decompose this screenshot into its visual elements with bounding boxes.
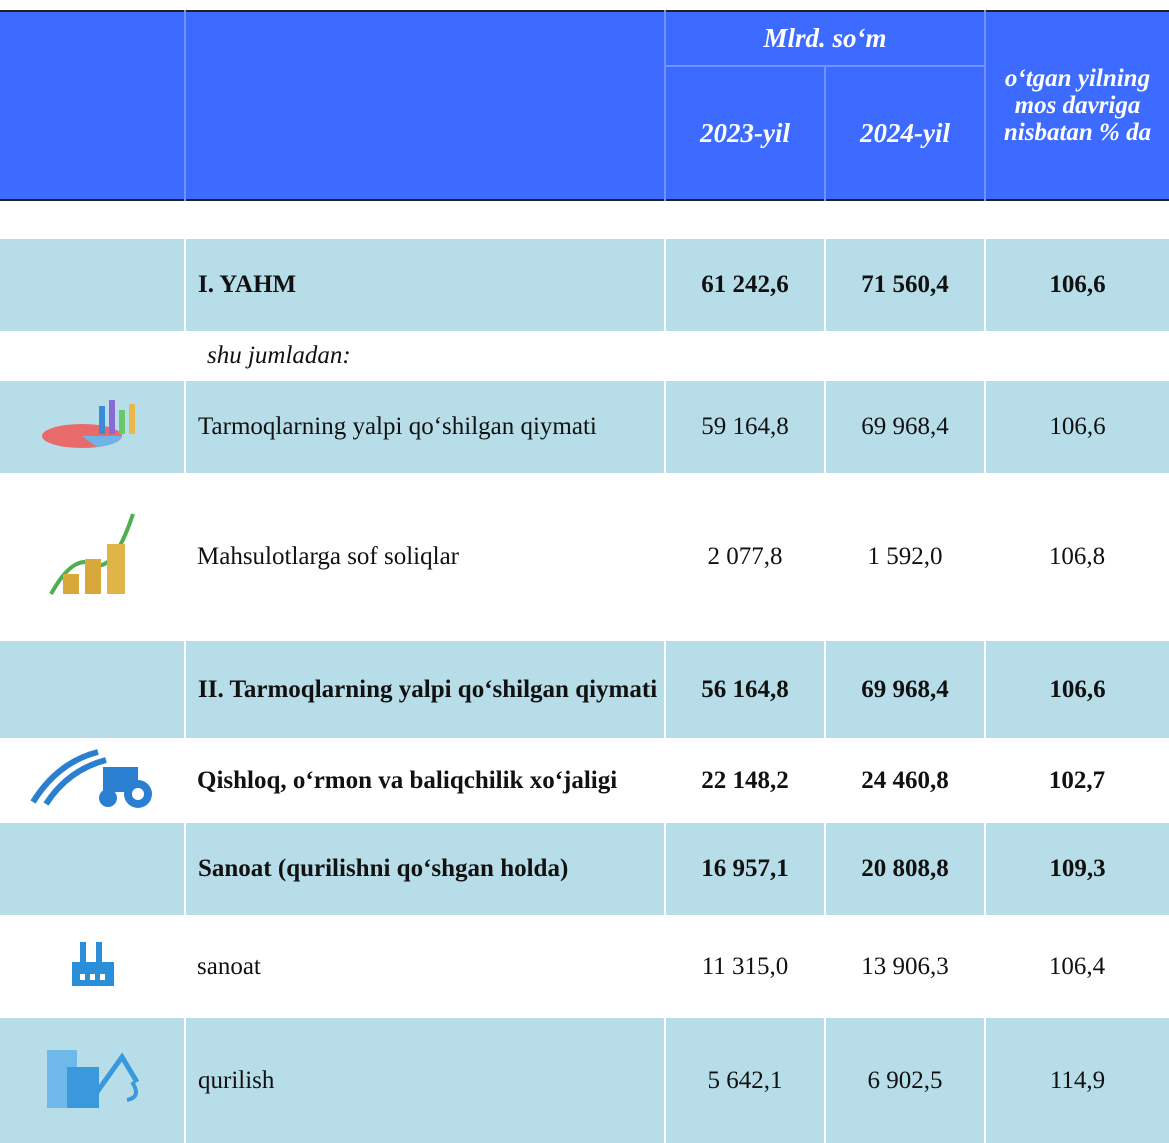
cell: 71 560,4 <box>824 239 985 331</box>
construction-icon <box>47 1050 140 1108</box>
row-label: Mahsulotlarga sof soliqlar <box>185 473 665 641</box>
cell: 56 164,8 <box>664 641 825 738</box>
label-text: Qishloq, o‘rmon va baliqchilik xo‘jaligi <box>197 766 618 794</box>
header-blank <box>184 11 665 200</box>
cell: 2 077,8 <box>707 543 783 570</box>
row-label: Tarmoqlarning yalpi qo‘shilgan qiymati <box>184 381 665 473</box>
icon-cell <box>0 738 185 823</box>
row-label: I. YAHM <box>184 239 665 331</box>
icon-cell <box>0 823 185 915</box>
row: II. Tarmoqlarning yalpi qo‘shilgan qiyma… <box>0 641 1169 738</box>
header-blank <box>0 11 185 200</box>
icon-cell <box>0 381 185 473</box>
chart-icon <box>42 399 135 448</box>
row-label: Sanoat (qurilishni qo‘shgan holda) <box>184 823 665 915</box>
cell: 69 968,4 <box>824 381 985 473</box>
label-text: II. Tarmoqlarning yalpi qo‘shilgan qiyma… <box>198 675 658 703</box>
header-percent: o‘tgan yilning mos davriga nisbatan % da <box>984 11 1169 200</box>
cell: 11 315,0 <box>701 952 789 980</box>
cell: 61 242,6 <box>664 239 825 331</box>
header-year: 2023-yil <box>664 66 825 200</box>
row-label: qurilish <box>184 1018 665 1143</box>
cell: 106,6 <box>984 381 1169 473</box>
cell: 16 957,1 <box>664 823 825 915</box>
label-text: sanoat <box>197 952 261 980</box>
coins-icon <box>48 512 135 595</box>
label-text: qurilish <box>198 1066 275 1094</box>
spacer <box>0 200 1169 239</box>
cell: 20 808,8 <box>824 823 985 915</box>
label-text: Tarmoqlarning yalpi qo‘shilgan qiymati <box>198 413 597 440</box>
header-year: 2024-yil <box>824 66 985 200</box>
icon-cell <box>0 1018 185 1143</box>
cell: 13 906,3 <box>861 952 949 980</box>
cell: 102,7 <box>1048 766 1106 794</box>
icon-cell <box>0 641 185 738</box>
icon-cell <box>0 473 185 641</box>
cell: 114,9 <box>984 1018 1169 1143</box>
cell: 6 902,5 <box>824 1018 985 1143</box>
row: sanoat 11 315,0 13 906,3 106,4 <box>0 915 1169 1018</box>
header-unit: Mlrd. so‘m <box>664 11 985 67</box>
icon-cell <box>0 239 185 331</box>
row: qurilish 5 642,1 6 902,5 114,9 <box>0 1018 1169 1143</box>
table-wrap: Mlrd. so‘m o‘tgan yilning mos davriga ni… <box>0 10 1169 1143</box>
row-label: sanoat <box>185 915 665 1018</box>
cell: 5 642,1 <box>664 1018 825 1143</box>
cell: 22 148,2 <box>701 766 789 794</box>
cell: 106,8 <box>1048 543 1106 570</box>
cell: 24 460,8 <box>861 766 949 794</box>
cell: 109,3 <box>984 823 1169 915</box>
tractor-icon <box>29 749 152 808</box>
label-text: I. YAHM <box>198 271 297 298</box>
icon-cell <box>0 915 185 1018</box>
row: Sanoat (qurilishni qo‘shgan holda) 16 95… <box>0 823 1169 915</box>
factory-icon <box>71 942 114 986</box>
label-text: Mahsulotlarga sof soliqlar <box>197 543 459 570</box>
row: Tarmoqlarning yalpi qo‘shilgan qiymati 5… <box>0 381 1169 473</box>
label-text: Sanoat (qurilishni qo‘shgan holda) <box>198 855 569 882</box>
row-label: Qishloq, o‘rmon va baliqchilik xo‘jaligi <box>185 738 665 823</box>
cell: 59 164,8 <box>664 381 825 473</box>
cell: 106,4 <box>1048 952 1106 980</box>
row-label: shu jumladan: <box>207 342 351 369</box>
row: I. YAHM 61 242,6 71 560,4 106,6 <box>0 239 1169 331</box>
row: Mahsulotlarga sof soliqlar 2 077,8 1 592… <box>0 473 1169 641</box>
row: shu jumladan: <box>0 331 1169 381</box>
row: Qishloq, o‘rmon va baliqchilik xo‘jaligi… <box>0 738 1169 823</box>
table: Mlrd. so‘m o‘tgan yilning mos davriga ni… <box>0 10 1169 1143</box>
cell: 106,6 <box>984 239 1169 331</box>
row-label: II. Tarmoqlarning yalpi qo‘shilgan qiyma… <box>184 641 665 738</box>
cell: 69 968,4 <box>824 641 985 738</box>
cell: 106,6 <box>984 641 1169 738</box>
cell: 1 592,0 <box>867 543 943 570</box>
